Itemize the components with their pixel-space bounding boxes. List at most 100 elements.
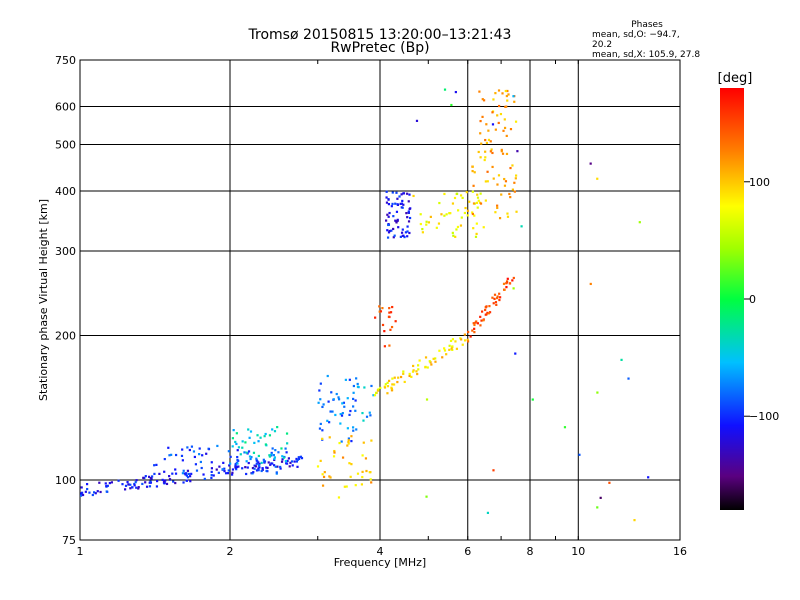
- scatter-point: [412, 364, 415, 368]
- scatter-point: [321, 429, 324, 432]
- scatter-point: [378, 305, 381, 308]
- scatter-point: [589, 282, 592, 286]
- scatter-point: [356, 382, 359, 386]
- scatter-point: [402, 203, 405, 206]
- scatter-point: [391, 202, 394, 206]
- scatter-point: [369, 471, 372, 474]
- chart-title-line-1: Tromsø 20150815 13:20:00–13:21:43: [248, 27, 512, 43]
- scatter-point: [494, 211, 497, 214]
- scatter-point: [403, 380, 406, 384]
- scatter-point: [269, 463, 272, 466]
- scatter-point: [397, 226, 400, 229]
- scatter-point: [257, 469, 260, 472]
- scatter-point: [496, 114, 499, 117]
- scatter-point: [117, 479, 120, 482]
- scatter-point: [384, 383, 387, 386]
- scatter-point: [468, 200, 471, 203]
- scatter-point: [490, 148, 493, 151]
- scatter-point: [108, 481, 111, 485]
- scatter-point: [255, 469, 259, 472]
- scatter-point: [322, 475, 326, 479]
- scatter-point: [402, 234, 405, 237]
- scatter-point: [245, 472, 248, 476]
- scatter-point: [505, 152, 509, 156]
- scatter-point: [401, 228, 404, 231]
- scatter-point: [133, 482, 136, 486]
- scatter-point: [347, 442, 350, 445]
- y-tick-label: 750: [55, 54, 76, 67]
- scatter-point: [360, 483, 364, 486]
- scatter-point: [121, 483, 124, 486]
- x-axis-label: Frequency [MHz]: [334, 556, 426, 569]
- scatter-point: [144, 481, 147, 484]
- scatter-point: [492, 302, 495, 305]
- scatter-point: [503, 126, 507, 130]
- scatter-point: [149, 480, 152, 483]
- x-tick-label: 4: [377, 545, 384, 558]
- scatter-point: [419, 213, 422, 216]
- scatter-point: [322, 403, 325, 406]
- scatter-point: [195, 469, 199, 472]
- scatter-point: [352, 397, 355, 401]
- scatter-point: [396, 203, 399, 206]
- scatter-point: [406, 216, 409, 219]
- scatter-point: [578, 453, 581, 456]
- scatter-point: [142, 476, 145, 479]
- scatter-point: [253, 467, 256, 470]
- scatter-point: [227, 469, 230, 472]
- scatter-point: [163, 470, 166, 473]
- scatter-point: [386, 236, 390, 239]
- scatter-point: [485, 123, 488, 126]
- scatter-point: [275, 472, 278, 475]
- scatter-point: [506, 89, 509, 93]
- scatter-point: [387, 315, 391, 318]
- scatter-point: [507, 93, 510, 96]
- scatter-points: [79, 88, 650, 522]
- scatter-point: [514, 174, 518, 177]
- scatter-point: [384, 219, 388, 222]
- scatter-point: [81, 493, 85, 497]
- scatter-point: [499, 296, 502, 299]
- scatter-point: [106, 484, 109, 487]
- scatter-point: [388, 344, 391, 347]
- scatter-point: [443, 349, 447, 352]
- scatter-point: [275, 471, 278, 474]
- scatter-point: [363, 386, 366, 389]
- scatter-point: [472, 202, 476, 205]
- scatter-point: [352, 429, 355, 432]
- scatter-point: [492, 98, 495, 101]
- scatter-point: [247, 450, 251, 453]
- scatter-point: [476, 193, 479, 196]
- scatter-point: [105, 490, 108, 493]
- scatter-point: [354, 399, 357, 402]
- scatter-point: [326, 374, 329, 378]
- scatter-point: [174, 468, 177, 471]
- scatter-point: [445, 353, 448, 356]
- scatter-point: [514, 120, 518, 123]
- scatter-point: [170, 453, 173, 456]
- scatter-point: [149, 481, 153, 484]
- y-tick-label: 100: [55, 474, 76, 487]
- scatter-point: [342, 401, 346, 404]
- scatter-point: [244, 466, 247, 469]
- scatter-point: [93, 491, 96, 494]
- scatter-point: [411, 370, 415, 373]
- scatter-point: [194, 463, 198, 466]
- scatter-point: [512, 287, 515, 290]
- scatter-point: [86, 487, 89, 491]
- scatter-point: [346, 444, 349, 447]
- scatter-point: [407, 210, 410, 213]
- scatter-point: [386, 229, 389, 232]
- scatter-point: [229, 455, 232, 458]
- scatter-point: [235, 432, 238, 435]
- scatter-point: [274, 465, 277, 468]
- scatter-point: [253, 441, 256, 444]
- scatter-point: [599, 496, 602, 499]
- scatter-point: [424, 366, 427, 369]
- scatter-point: [450, 103, 453, 107]
- scatter-point: [390, 387, 394, 390]
- scatter-point: [509, 196, 512, 199]
- scatter-point: [374, 316, 377, 319]
- y-tick-label: 300: [55, 245, 76, 258]
- scatter-point: [180, 454, 184, 457]
